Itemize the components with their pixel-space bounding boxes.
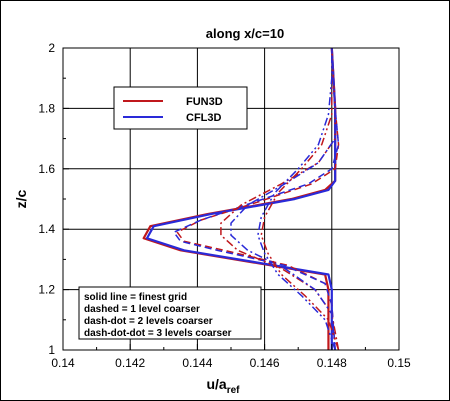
y-tick-label: 1.8: [38, 101, 55, 115]
y-tick-label: 1.6: [38, 162, 55, 176]
legend-label-cfl3d: CFL3D: [186, 112, 222, 124]
series-cfl3d-dashdot: [230, 48, 336, 350]
y-tick-label: 1: [48, 343, 55, 357]
x-axis-label: u/aref: [206, 376, 240, 396]
x-axis-label-subscript: ref: [227, 385, 240, 396]
x-tick-label: 0.142: [115, 356, 145, 370]
legend-box: [113, 86, 248, 130]
x-tick-label: 0.15: [387, 356, 411, 370]
x-tick-label: 0.148: [317, 356, 347, 370]
series-cfl3d-dashdotdot: [257, 48, 336, 350]
series-lines: [142, 48, 340, 350]
x-tick-label: 0.144: [182, 356, 212, 370]
x-tick-label: 0.14: [51, 356, 75, 370]
legend-label-fun3d: FUN3D: [186, 96, 223, 108]
note-box: [78, 286, 262, 340]
x-tick-label: 0.146: [250, 356, 280, 370]
note-line-3: dash-dot = 2 levels coarser: [84, 316, 213, 327]
y-tick-label: 1.4: [38, 222, 55, 236]
note-line-1: solid line = finest grid: [84, 292, 187, 303]
chart-title: along x/c=10: [206, 26, 284, 41]
line-style-note: solid line = finest grid dashed = 1 leve…: [78, 286, 262, 340]
y-tick-label: 1.2: [38, 283, 55, 297]
x-axis-label-main: u/a: [206, 376, 226, 392]
y-axis-label: z/c: [13, 189, 29, 208]
legend: FUN3D CFL3D: [113, 86, 248, 130]
series-cfl3d-dashed: [173, 48, 340, 350]
note-line-4: dash-dot-dot = 3 levels coarser: [84, 328, 232, 339]
series-fun3d-dashdotdot: [260, 48, 340, 350]
note-line-2: dashed = 1 level coarser: [84, 304, 200, 315]
y-tick-label: 2: [48, 41, 55, 55]
tick-labels: 0.14 0.142 0.144 0.146 0.148 0.15 1 1.2 1.4 1.6 1.…: [38, 41, 411, 370]
